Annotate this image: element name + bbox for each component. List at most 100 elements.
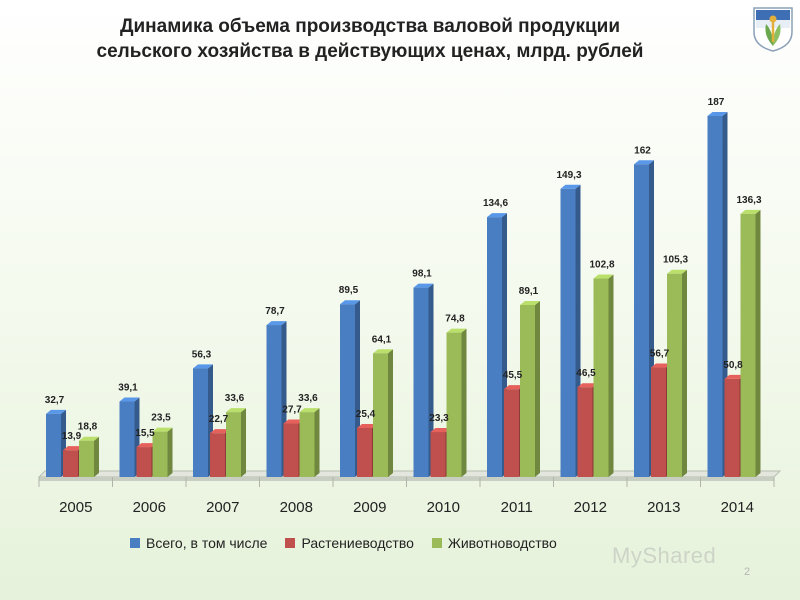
bar-front [651,367,666,477]
bar-livestock [446,328,467,477]
value-label: 25,4 [356,409,376,420]
value-label: 134,6 [483,198,508,209]
value-label: 74,8 [445,314,465,325]
bar-front [210,433,225,477]
bar-top [577,383,598,388]
bar-top [136,443,157,448]
bar-top [634,160,654,165]
bar-top [193,364,213,369]
legend-label: Растениеводство [301,535,414,551]
value-label: 15,5 [135,428,155,439]
bar-top [707,112,728,116]
bar-top [46,409,66,414]
value-label: 18,8 [78,422,98,433]
bar-top [63,446,83,451]
bar-top [740,209,761,214]
value-label: 162 [634,145,651,156]
legend-item-livestock: Животноводство [431,535,557,551]
value-label: 78,7 [265,306,285,317]
bar-side [461,328,467,477]
x-tick-label: 2006 [133,499,166,516]
chart-legend: Всего, в том числе Растениеводство Живот… [130,534,557,552]
bar-front [560,188,576,477]
x-tick-label: 2010 [427,499,460,516]
bar-front [266,325,282,477]
value-label: 23,5 [151,413,171,424]
bar-side [535,300,540,477]
value-label: 33,6 [298,393,318,404]
bar-side [388,349,393,477]
bar-top [667,269,687,274]
chart-x-tick-labels: 2005 2006 2007 2008 2009 2010 2011 2012 2013 2014 [59,499,754,516]
chart-bars [46,112,761,478]
bar-top [357,423,377,428]
watermark: MyShared [612,543,717,568]
bar-top [152,427,173,432]
bar-front [593,278,609,477]
bar-front [193,368,208,477]
bar-top [283,419,304,424]
bar-top [560,184,581,189]
bar-livestock [373,349,393,477]
bar-front [226,412,241,477]
bar-front [430,432,446,477]
bar-side [167,427,173,477]
value-label: 149,3 [556,170,581,181]
bar-livestock [152,427,173,477]
x-tick-label: 2012 [574,499,607,516]
value-label: 23,3 [429,413,449,424]
bar-livestock [79,436,99,477]
bar-front [152,431,168,477]
legend-item-total: Всего, в том числе [130,535,267,551]
legend-label: Всего, в том числе [146,535,268,551]
bar-top [226,408,246,413]
chart-value-labels: 32,7 13,918,8 39,1 15,5 23,5 56,3 22,7 33,6 78,7… [45,97,762,442]
bar-front [707,116,723,477]
value-label: 45,5 [503,370,523,381]
bar-top [651,363,671,368]
bar-top [446,328,467,333]
bar-livestock [299,408,320,477]
bar-front [520,304,535,477]
legend-item-plant: Растениеводство [285,535,414,551]
bar-top [266,321,287,326]
slide-title: Динамика объема производства валовой про… [40,14,700,64]
bar-side [755,209,761,477]
value-label: 89,5 [339,285,359,296]
bar-top [373,349,393,354]
emblem-icon [753,7,793,52]
value-label: 27,7 [282,405,302,416]
x-tick-label: 2009 [353,499,386,516]
value-label: 46,5 [576,368,596,379]
x-tick-label: 2011 [501,499,533,516]
value-label: 187 [708,97,725,108]
value-label: 105,3 [663,255,688,266]
bar-side [94,436,99,477]
bar-front [63,450,78,477]
bar-livestock [667,269,687,477]
bar-front [504,389,519,477]
bar-front [373,353,388,477]
bar-side [314,408,320,477]
bar-front [413,287,429,477]
bar-livestock [226,408,246,477]
bar-front [79,440,94,477]
legend-label: Животноводство [447,535,557,551]
bar-front [577,387,593,477]
bar-top [79,436,99,441]
bar-front [634,164,649,478]
bar-front [299,412,315,477]
bar-side [682,269,687,477]
bar-top [119,397,140,402]
value-label: 56,3 [192,349,212,360]
x-tick-label: 2008 [280,499,313,516]
bar-front [487,217,502,477]
legend-swatch [130,538,140,548]
bar-front [136,447,152,477]
bar-top [520,300,540,305]
bar-livestock [520,300,540,477]
value-label: 33,6 [225,393,245,404]
bar-top [724,374,745,379]
legend-swatch [285,538,296,548]
